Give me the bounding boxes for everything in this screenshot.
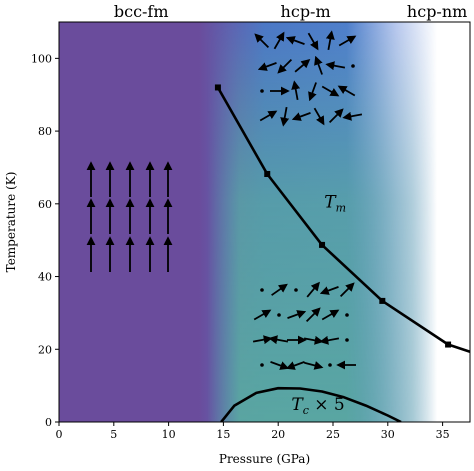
- spin-dot: [345, 313, 349, 317]
- spin-arrow: [291, 112, 311, 121]
- spin-dot: [294, 288, 298, 292]
- teal-region: [59, 22, 470, 422]
- spin-arrow: [325, 61, 346, 71]
- y-tick-label: 80: [38, 125, 52, 138]
- arrow-group-hcp-m-low-t: [252, 281, 356, 370]
- spin-arrow: [277, 58, 293, 74]
- spin-arrow: [270, 361, 290, 370]
- spin-arrow: [253, 309, 272, 321]
- spin-arrow: [307, 32, 319, 51]
- spin-arrow: [268, 335, 289, 345]
- spin-dot: [351, 64, 355, 68]
- spin-arrow: [280, 106, 290, 127]
- spin-arrow: [304, 361, 324, 370]
- spin-arrow: [337, 85, 356, 97]
- spin-arrow: [254, 33, 270, 49]
- spin-arrow: [271, 283, 288, 296]
- y-tick-label: 40: [38, 271, 52, 284]
- x-tick-label: 15: [216, 428, 230, 441]
- y-tick-label: 0: [45, 416, 52, 429]
- x-tick-label: 30: [381, 428, 395, 441]
- spin-dot: [260, 363, 264, 367]
- spin-dot: [260, 288, 264, 292]
- spin-arrow: [287, 310, 307, 319]
- data-point: [445, 341, 452, 348]
- spin-arrow: [259, 110, 278, 122]
- x-axis: 0 5 10 15 20 25 30 35: [56, 422, 450, 441]
- series-line-tc: [220, 386, 402, 422]
- series-line-tm: [216, 86, 470, 354]
- y-axis-label: Temperature (K): [4, 172, 18, 273]
- y-tick-label: 20: [38, 343, 52, 356]
- x-tick-label: 10: [162, 428, 176, 441]
- plot-frame: [58, 21, 471, 423]
- plot-background: [59, 22, 470, 422]
- spin-dot: [345, 338, 349, 342]
- x-tick-label: 20: [271, 428, 285, 441]
- x-axis-label: Pressure (GPa): [219, 452, 310, 466]
- spin-arrow: [285, 36, 305, 45]
- y-tick-label: 100: [31, 52, 52, 65]
- spin-arrow: [273, 31, 285, 50]
- spin-arrow: [321, 85, 340, 97]
- arrow-group-bcc-fm: [86, 161, 173, 272]
- spin-arrow: [338, 35, 357, 47]
- data-point: [319, 241, 326, 248]
- phase-label-bcc-fm: bcc-fm: [114, 2, 169, 21]
- series-label-tm: Tm: [324, 192, 346, 214]
- x-tick-label: 5: [110, 428, 117, 441]
- spin-arrow: [321, 309, 340, 321]
- spin-dot: [260, 89, 264, 93]
- data-point: [214, 84, 221, 91]
- spin-arrow: [319, 335, 340, 345]
- spin-arrow: [328, 108, 344, 124]
- phase-labels: bcc-fm hcp-m hcp-nm: [114, 2, 467, 21]
- spin-arrow: [257, 62, 277, 71]
- spin-dot: [328, 363, 332, 367]
- spin-arrow: [303, 335, 324, 345]
- y-axis: 0 20 40 60 80 100: [31, 52, 59, 429]
- x-tick-label: 0: [56, 428, 63, 441]
- series-label-tc: Tc × 5: [291, 395, 344, 417]
- data-point: [264, 171, 271, 177]
- x-tick-label: 35: [436, 428, 450, 441]
- arrow-group-hcp-m: [254, 30, 363, 127]
- spin-arrow: [319, 286, 339, 295]
- spin-arrow: [325, 30, 335, 51]
- phase-label-hcp-m: hcp-m: [281, 2, 331, 21]
- spin-arrow: [342, 111, 363, 121]
- x-tick-label: 25: [326, 428, 340, 441]
- spin-arrow: [306, 281, 320, 298]
- spin-arrow: [291, 80, 301, 101]
- spin-arrow: [313, 107, 325, 126]
- phase-label-hcp-nm: hcp-nm: [407, 2, 467, 21]
- curve-labels: Tm Tc × 5: [291, 192, 346, 417]
- spin-arrow: [308, 82, 317, 102]
- spin-arrow: [252, 335, 273, 345]
- y-tick-label: 60: [38, 198, 52, 211]
- spin-arrow: [314, 55, 323, 75]
- data-point: [379, 297, 386, 304]
- spin-arrow: [305, 307, 321, 323]
- spin-arrow: [339, 282, 355, 298]
- spin-arrow: [294, 59, 311, 73]
- spin-dot: [277, 313, 281, 317]
- series-layer: [214, 84, 470, 422]
- spin-arrow: [285, 361, 305, 370]
